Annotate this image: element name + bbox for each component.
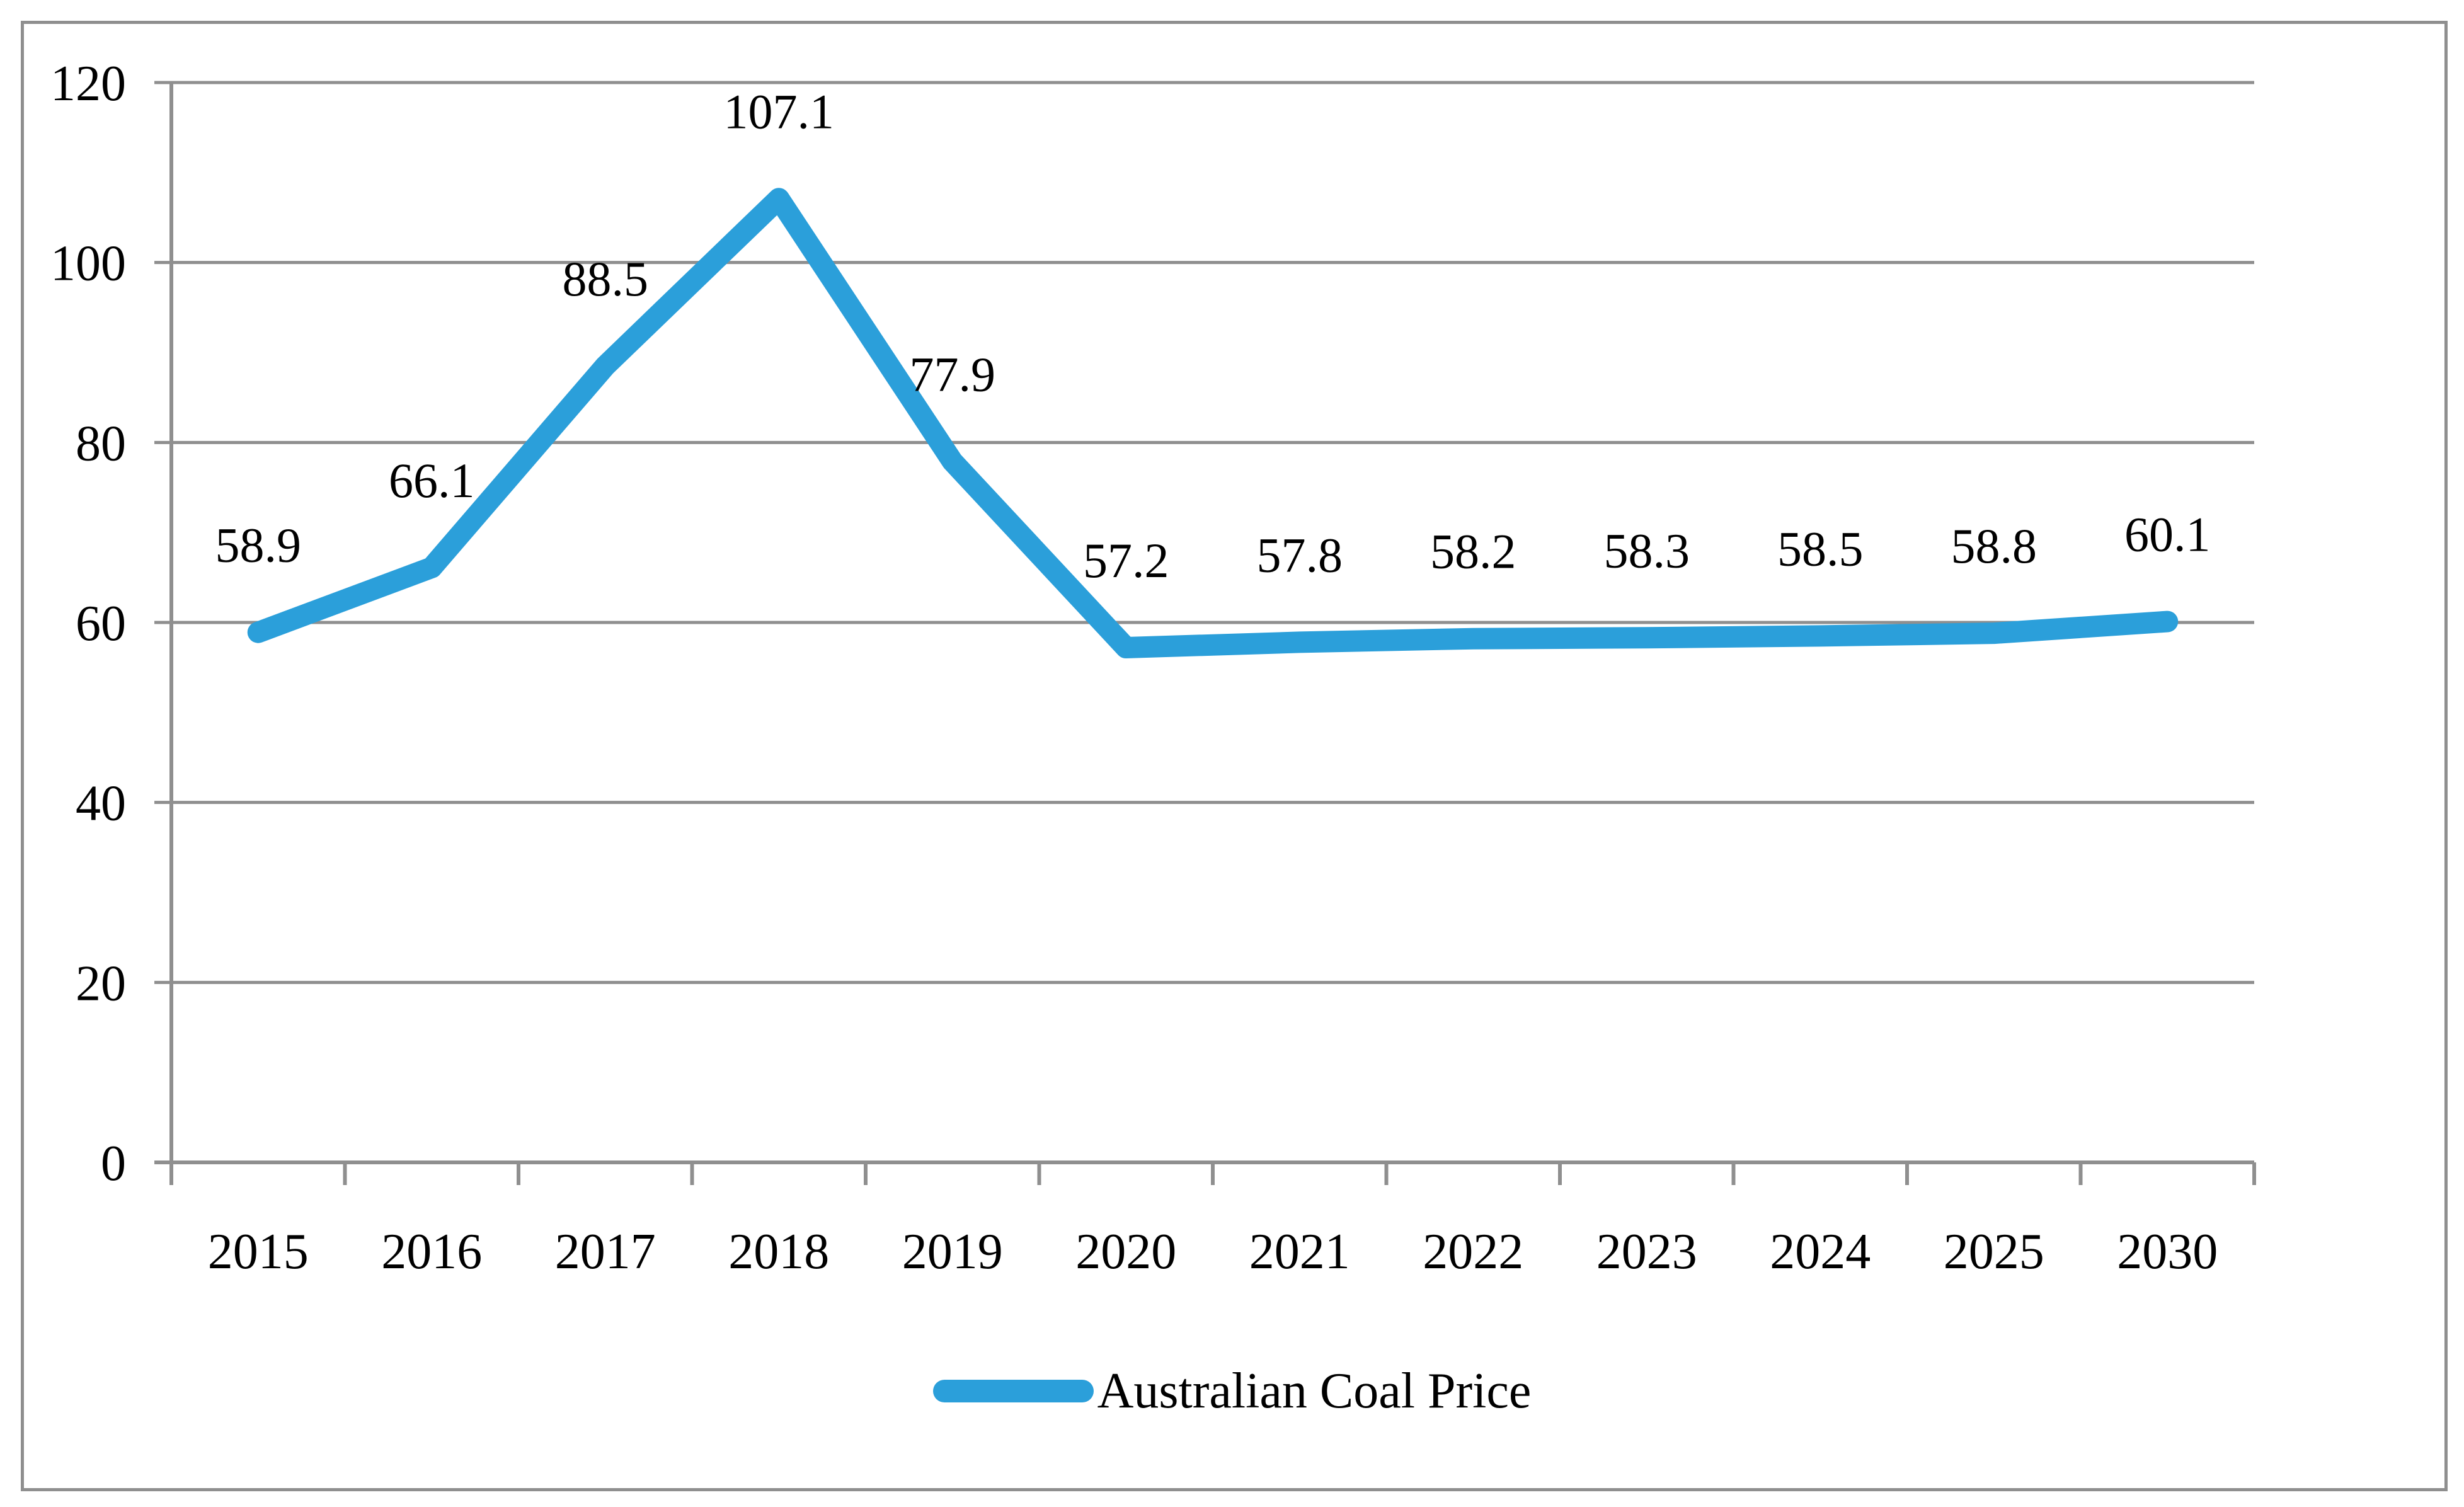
data-label: 107.1 (724, 84, 835, 139)
series-line-australian-coal-price (247, 188, 2179, 658)
y-axis-tick-label: 40 (76, 776, 126, 832)
data-label: 88.5 (563, 251, 649, 306)
x-axis-category-label: 2015 (208, 1224, 309, 1280)
chart-area-border (21, 21, 2448, 1491)
y-axis-tick-label: 120 (50, 56, 126, 112)
data-label: 58.9 (215, 518, 302, 573)
x-axis-category-label: 2016 (381, 1224, 482, 1280)
legend-line-swatch (932, 1380, 1094, 1402)
x-axis-category-label: 2017 (555, 1224, 656, 1280)
data-label: 66.1 (389, 453, 475, 508)
y-axis-tick-label: 60 (76, 596, 126, 651)
legend: Australian Coal Price (0, 1356, 2464, 1426)
data-label: 58.2 (1430, 524, 1516, 579)
data-label: 58.8 (1951, 519, 2037, 573)
data-label: 60.1 (2124, 507, 2211, 562)
legend-label: Australian Coal Price (1097, 1363, 1532, 1419)
y-axis-tick-label: 20 (76, 956, 126, 1011)
data-label: 57.8 (1257, 527, 1343, 582)
data-label: 57.2 (1083, 533, 1169, 588)
x-axis-category-label: 2025 (1944, 1224, 2044, 1280)
x-axis-category-label: 2030 (2117, 1224, 2218, 1280)
y-axis-tick-label: 100 (50, 236, 126, 292)
x-axis-category-label: 2018 (728, 1224, 829, 1280)
y-axis-tick-label: 0 (101, 1136, 126, 1191)
x-axis-category-label: 2020 (1075, 1224, 1176, 1280)
y-axis-tick-label: 80 (76, 416, 126, 471)
x-axis-category-label: 2021 (1249, 1224, 1350, 1280)
data-label: 77.9 (910, 347, 996, 401)
x-axis-category-label: 2019 (902, 1224, 1003, 1280)
x-axis-category-label: 2024 (1770, 1224, 1871, 1280)
x-axis-category-label: 2023 (1596, 1224, 1697, 1280)
x-axis-category-label: 2022 (1423, 1224, 1523, 1280)
data-label: 58.5 (1777, 521, 1864, 576)
data-label: 58.3 (1604, 523, 1690, 578)
